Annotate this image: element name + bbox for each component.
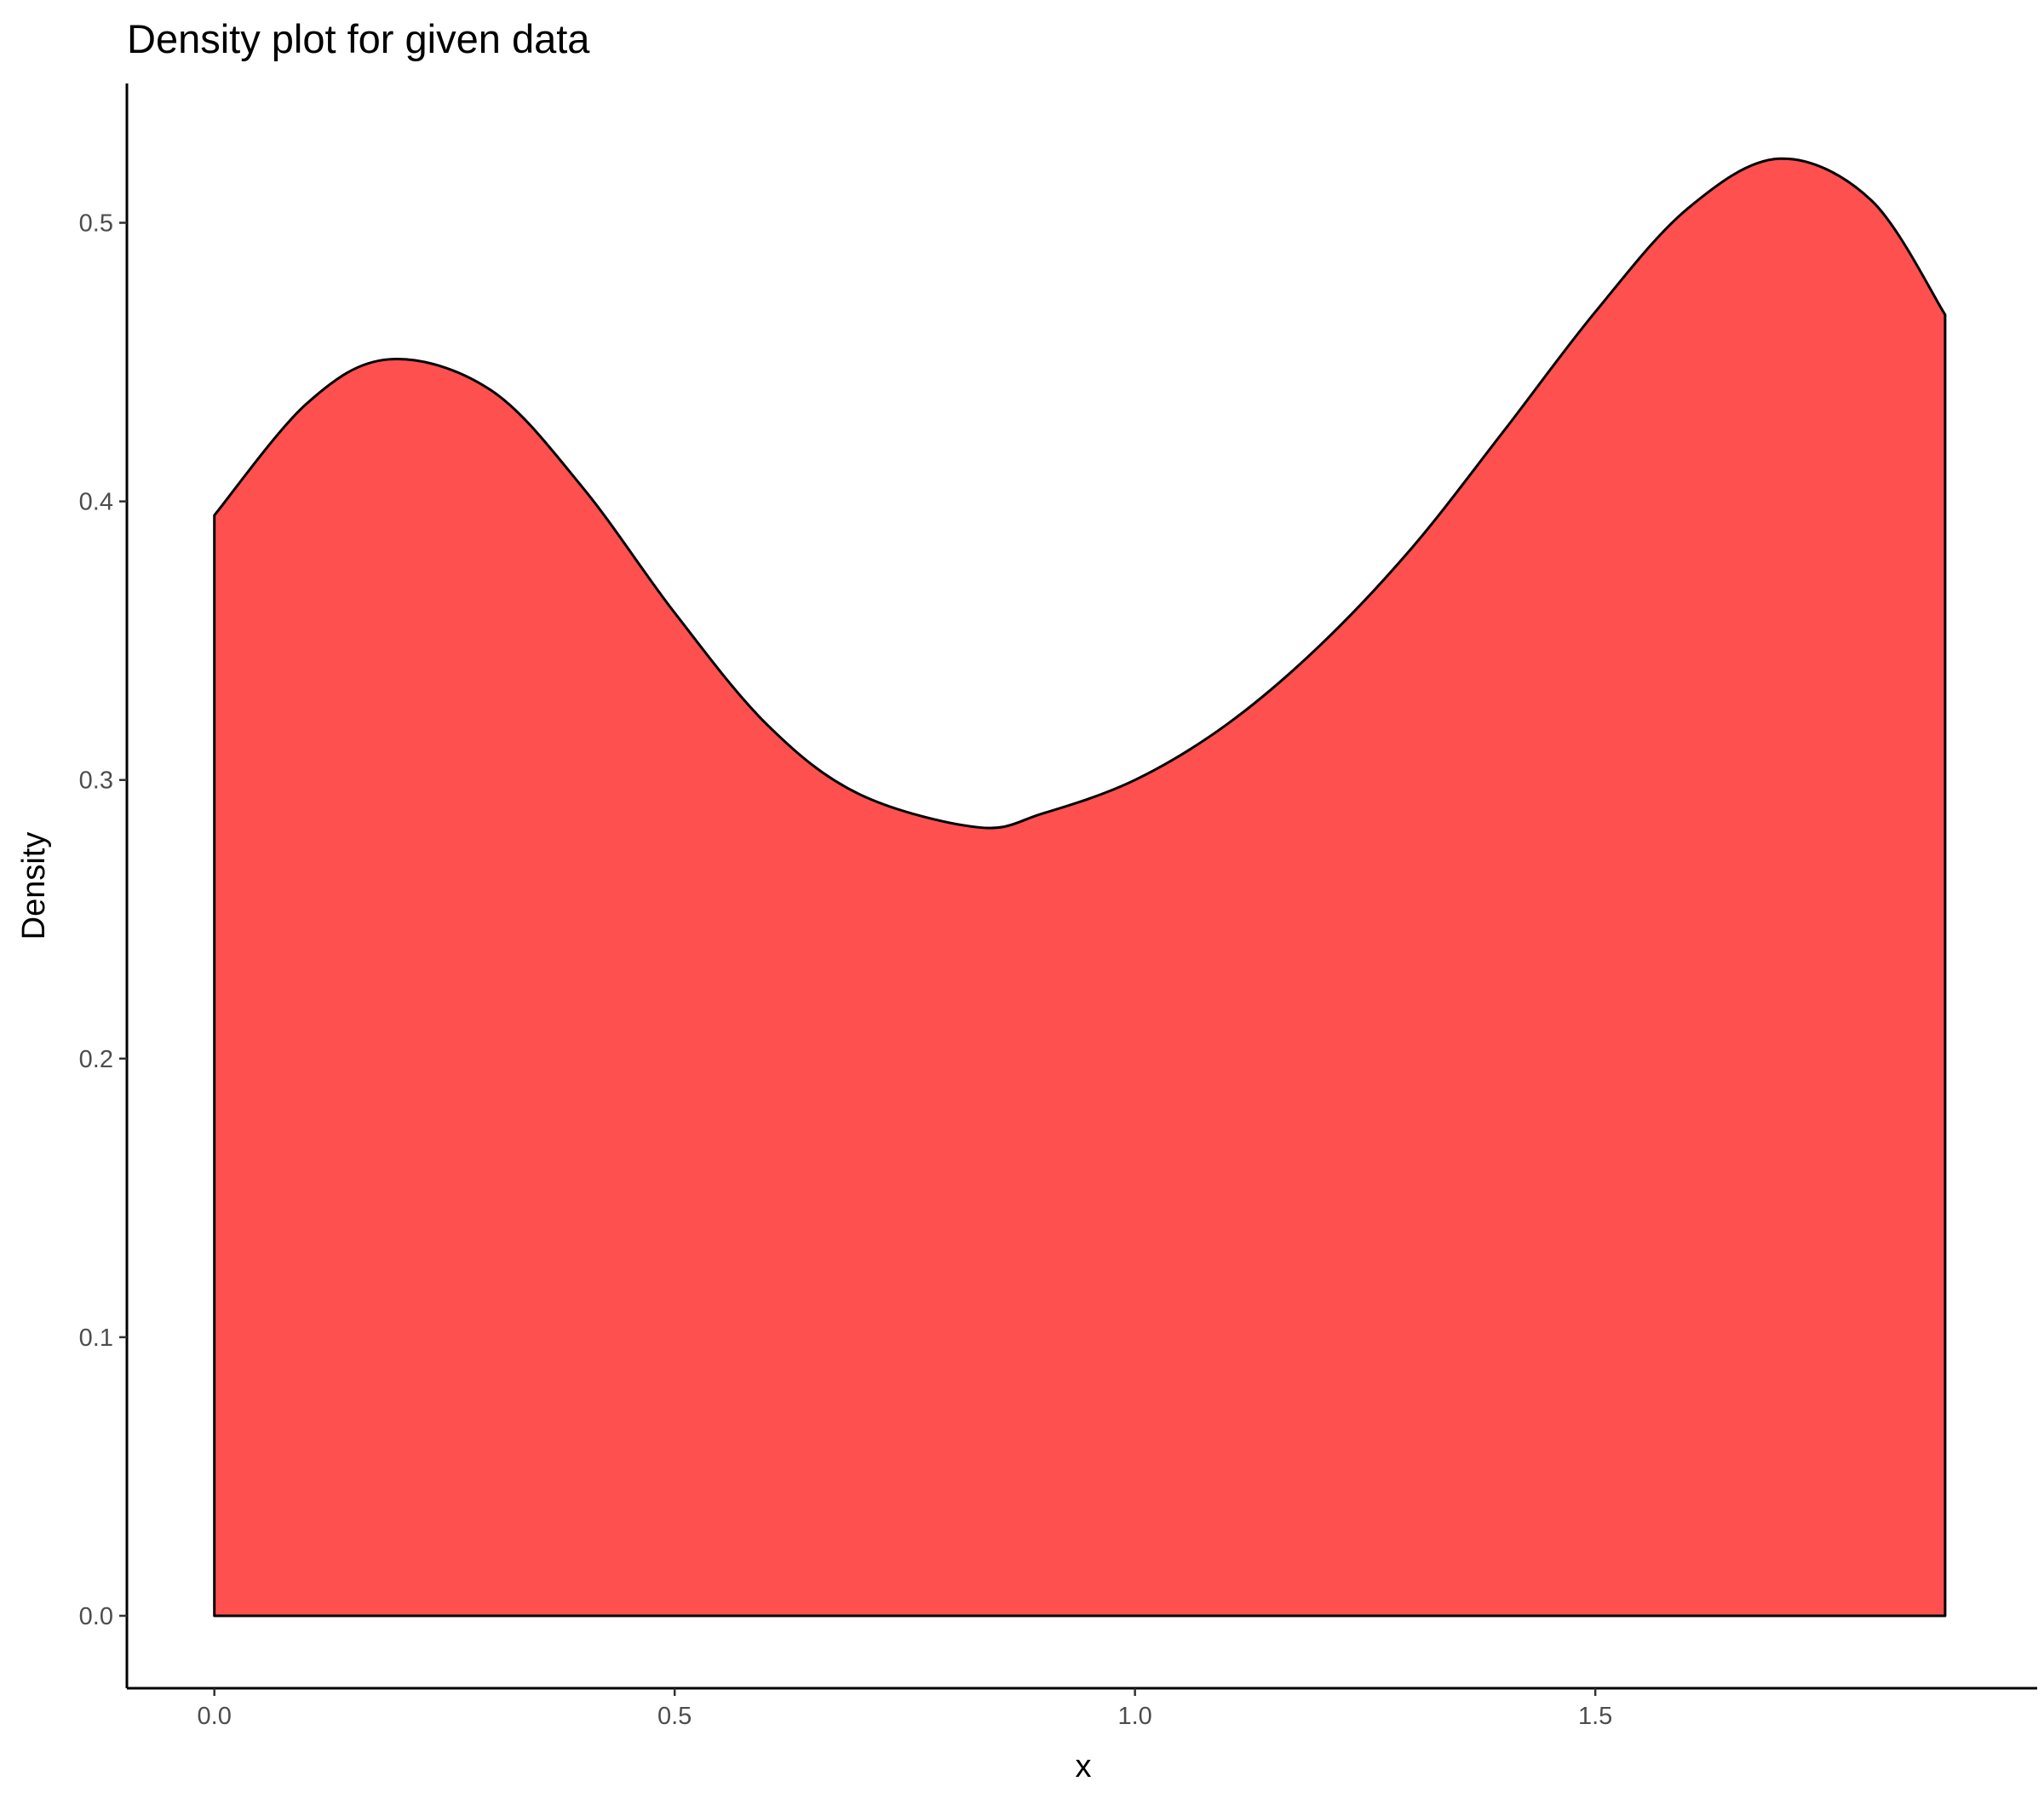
x-axis-title: x: [1076, 1749, 1092, 1784]
x-tick-label: 1.5: [1578, 1703, 1612, 1730]
x-tick-label: 0.5: [657, 1703, 692, 1730]
y-tick-label: 0.4: [79, 489, 113, 516]
axes: 0.0 0.1 0.2 0.3 0.4 0.5 0.0 0.5 1.0 1.5: [79, 83, 2037, 1730]
y-tick-label: 0.1: [79, 1325, 113, 1352]
y-tick-label: 0.2: [79, 1046, 113, 1073]
density-area-0: [213, 157, 1947, 1618]
x-tick-label: 1.0: [1117, 1703, 1151, 1730]
y-tick-label: 0.0: [79, 1603, 113, 1630]
y-axis-title: Density: [16, 832, 52, 940]
x-tick-label: 0.0: [198, 1703, 232, 1730]
y-tick-label: 0.3: [79, 767, 113, 795]
y-tick-label: 0.5: [79, 210, 113, 238]
plot-area: [213, 157, 1947, 1618]
chart-title: Density plot for given data: [127, 16, 590, 61]
